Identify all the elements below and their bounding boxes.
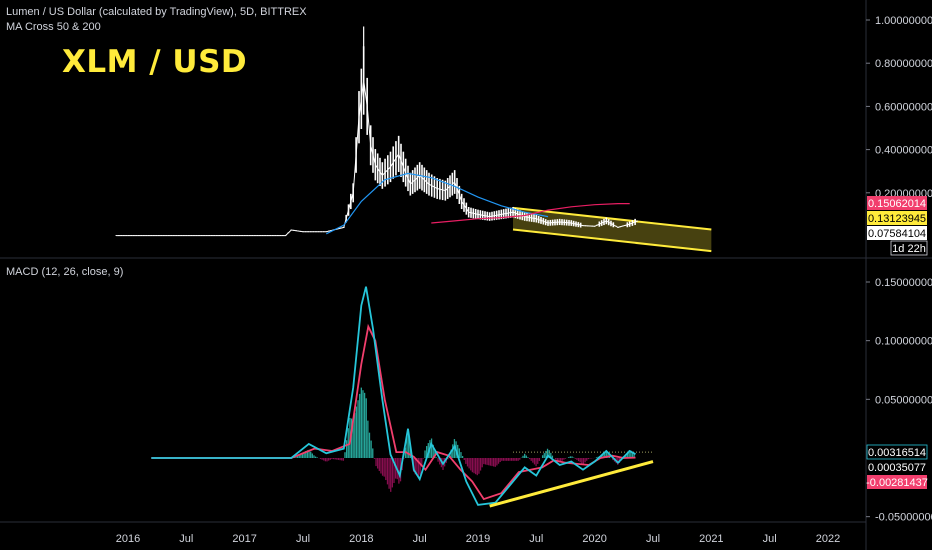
macd-line [151, 286, 636, 506]
badge-histogram-text: -0.00281437 [866, 477, 928, 489]
macd-tick-label: 0.05000000 [875, 394, 932, 406]
badge-macd-line-text: 0.00316514 [868, 447, 926, 459]
badge-signal-line-text: 0.00035077 [868, 462, 926, 474]
channel-lower-line [512, 228, 712, 253]
time-tick-label: 2018 [349, 533, 373, 545]
badge-ma-red: 0.15062014 [867, 196, 927, 210]
channel-fill [513, 207, 712, 252]
macd-pane[interactable] [151, 286, 654, 508]
badge-histogram: -0.00281437 [866, 475, 928, 489]
time-tick-label: 2017 [232, 533, 256, 545]
badge-countdown-text: 1d 22h [892, 243, 926, 255]
price-tick-label: 0.80000000 [875, 58, 932, 70]
ma-blue-line [326, 172, 549, 235]
time-tick-label: 2016 [116, 533, 140, 545]
ma-red-line [431, 203, 630, 224]
badge-ma-red-text: 0.15062014 [868, 198, 926, 210]
macd-axis[interactable]: 0.15000000 0.10000000 0.05000000 -0.0500000… [866, 277, 932, 524]
channel-upper-line [512, 206, 712, 231]
time-tick-label: Jul [763, 533, 777, 545]
time-tick-label: 2019 [466, 533, 490, 545]
symbol-title[interactable]: Lumen / US Dollar (calculated by Trading… [6, 6, 307, 18]
time-tick-label: Jul [413, 533, 427, 545]
badge-last-price: 0.13123945 [867, 211, 927, 225]
time-tick-label: 2022 [816, 533, 840, 545]
time-tick-label: Jul [646, 533, 660, 545]
time-tick-label: Jul [296, 533, 310, 545]
ma-cross-legend[interactable]: MA Cross 50 & 200 [6, 21, 101, 33]
macd-legend[interactable]: MACD (12, 26, close, 9) [6, 266, 124, 278]
macd-tick-label: 0.10000000 [875, 336, 932, 348]
badge-signal-line: 0.00035077 [867, 460, 927, 474]
annotation-xlm-usd[interactable]: XLM / USD [62, 44, 248, 80]
price-tick-label: 0.60000000 [875, 101, 932, 113]
macd-tick-label: 0.15000000 [875, 277, 932, 289]
price-tick-label: 1.00000000 [875, 15, 932, 27]
price-line [116, 80, 638, 237]
time-tick-label: Jul [529, 533, 543, 545]
badge-macd-line: 0.00316514 [866, 444, 928, 460]
price-pane[interactable] [115, 26, 712, 253]
price-axis[interactable]: 1.00000000 0.80000000 0.60000000 0.40000000… [866, 15, 932, 200]
badge-ma-blue-text: 0.07584104 [868, 228, 926, 240]
time-tick-label: 2021 [699, 533, 723, 545]
price-tick-label: 0.40000000 [875, 145, 932, 157]
badge-last-price-text: 0.13123945 [868, 213, 926, 225]
badge-ma-blue: 0.07584104 [867, 226, 927, 240]
time-tick-label: 2020 [582, 533, 606, 545]
macd-tick-label: -0.05000000 [875, 512, 932, 524]
badge-countdown: 1d 22h [890, 240, 928, 256]
time-tick-label: Jul [179, 533, 193, 545]
trendline [489, 460, 654, 508]
time-axis[interactable]: 2016 Jul 2017 Jul 2018 Jul 2019 Jul 2020 Jul 2021 J… [116, 533, 840, 545]
